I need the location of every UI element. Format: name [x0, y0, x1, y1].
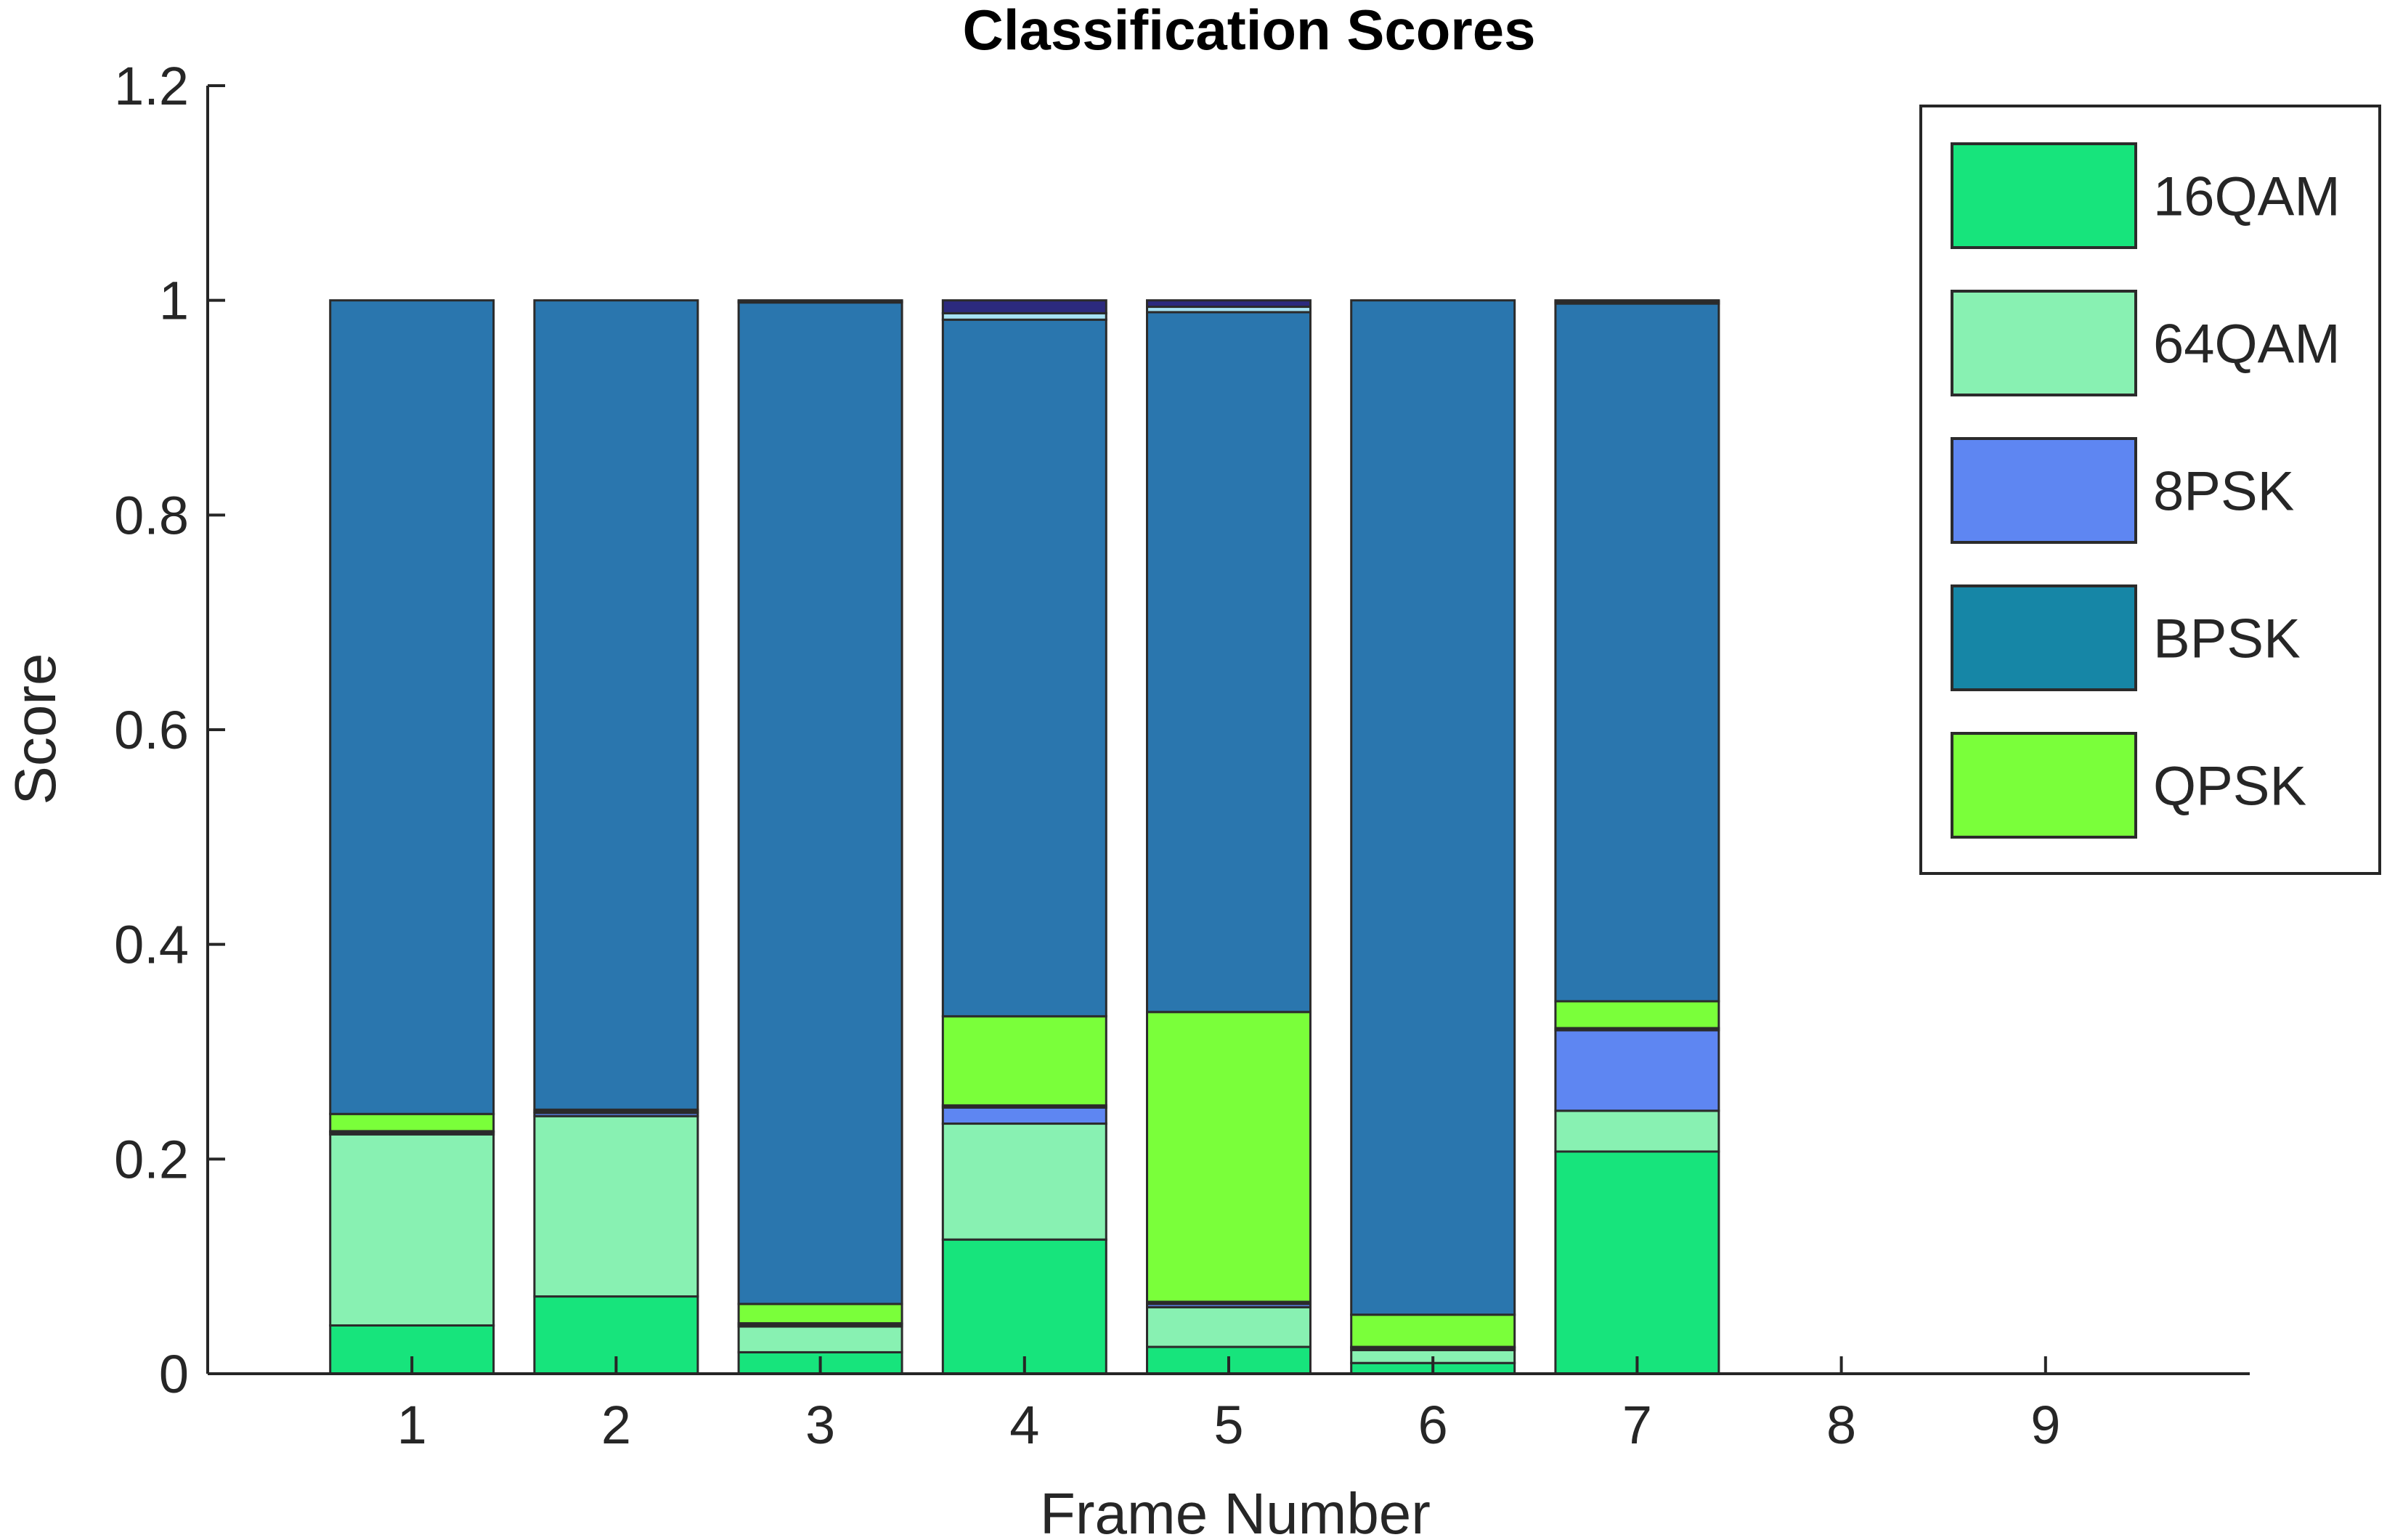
legend-label-64qam: 64QAM — [2153, 314, 2341, 375]
x-tick-label: 9 — [2030, 1395, 2060, 1455]
legend-swatch-qpsk — [1951, 732, 2137, 839]
bar-segment-frame-6-qpsk — [1350, 1313, 1516, 1348]
bar-segment-frame-4-8psk — [941, 1106, 1107, 1125]
axes-layer: 0 0.2 0.4 0.6 0.8 1 1.2 1 2 3 4 5 6 7 8 9 — [114, 56, 2250, 1455]
x-tick-label: 4 — [1009, 1395, 1039, 1455]
bar-segment-frame-2-64qam — [533, 1115, 699, 1298]
legend-label-qpsk: QPSK — [2153, 756, 2306, 818]
y-tick-label: 0.2 — [114, 1129, 189, 1189]
bar-segment-frame-1-64qam — [329, 1133, 495, 1327]
bar-segment-frame-4-64qam — [941, 1123, 1107, 1241]
x-tick-label: 1 — [397, 1395, 427, 1455]
bar-segment-frame-5-qpsk — [1146, 1011, 1312, 1303]
y-tick-label: 0 — [159, 1344, 189, 1404]
chart-title: Classification Scores — [963, 0, 1536, 62]
bar-segment-frame-7-64qam — [1554, 1109, 1720, 1153]
x-tick-label: 2 — [601, 1395, 631, 1455]
bar-segment-frame-3-qpsk — [737, 1303, 903, 1325]
x-axis-label: Frame Number — [1040, 1481, 1431, 1540]
bar-segment-frame-4-16qam — [941, 1238, 1107, 1375]
x-tick-label: 3 — [805, 1395, 835, 1455]
x-tick-label: 6 — [1418, 1395, 1448, 1455]
bar-segment-frame-7-qpsk — [1554, 1000, 1720, 1030]
y-tick-label: 0.6 — [114, 700, 189, 760]
y-tick-label: 0.8 — [114, 485, 189, 545]
bar-segment-frame-3-64qam — [737, 1325, 903, 1353]
bar-segment-frame-1 — [329, 299, 495, 1115]
legend-swatch-8psk — [1951, 437, 2137, 544]
bars-layer — [329, 299, 1720, 1375]
bar-segment-frame-7-8psk — [1554, 1029, 1720, 1112]
y-tick-label: 0.4 — [114, 915, 189, 975]
y-tick-label: 1.2 — [114, 56, 189, 116]
legend-label-8psk: 8PSK — [2153, 461, 2294, 523]
x-tick-label: 5 — [1213, 1395, 1243, 1455]
legend-label-16qam: 16QAM — [2153, 166, 2341, 228]
bar-segment-frame-5 — [1146, 299, 1312, 309]
bar-segment-frame-2 — [533, 299, 699, 1111]
bar-segment-frame-5 — [1146, 311, 1312, 1014]
bar-segment-frame-6 — [1350, 299, 1516, 1316]
bar-segment-frame-4 — [941, 299, 1107, 314]
y-tick-label: 1 — [159, 271, 189, 331]
bar-segment-frame-7 — [1554, 302, 1720, 1003]
legend-swatch-bpsk — [1951, 584, 2137, 691]
bar-segment-frame-7-16qam — [1554, 1150, 1720, 1375]
legend-swatch-16qam — [1951, 142, 2137, 249]
legend-swatch-64qam — [1951, 290, 2137, 396]
legend: 16QAM 64QAM 8PSK BPSK QPSK — [1919, 105, 2381, 875]
x-tick-label: 8 — [1826, 1395, 1856, 1455]
bar-segment-frame-4 — [941, 318, 1107, 1018]
bar-segment-frame-3 — [737, 301, 903, 1305]
x-tick-label: 7 — [1622, 1395, 1652, 1455]
legend-label-bpsk: BPSK — [2153, 608, 2301, 670]
bar-segment-frame-4-qpsk — [941, 1015, 1107, 1107]
bar-segment-frame-1-qpsk — [329, 1112, 495, 1133]
y-axis-label: Score — [3, 653, 68, 805]
bar-segment-frame-5-64qam — [1146, 1305, 1312, 1348]
